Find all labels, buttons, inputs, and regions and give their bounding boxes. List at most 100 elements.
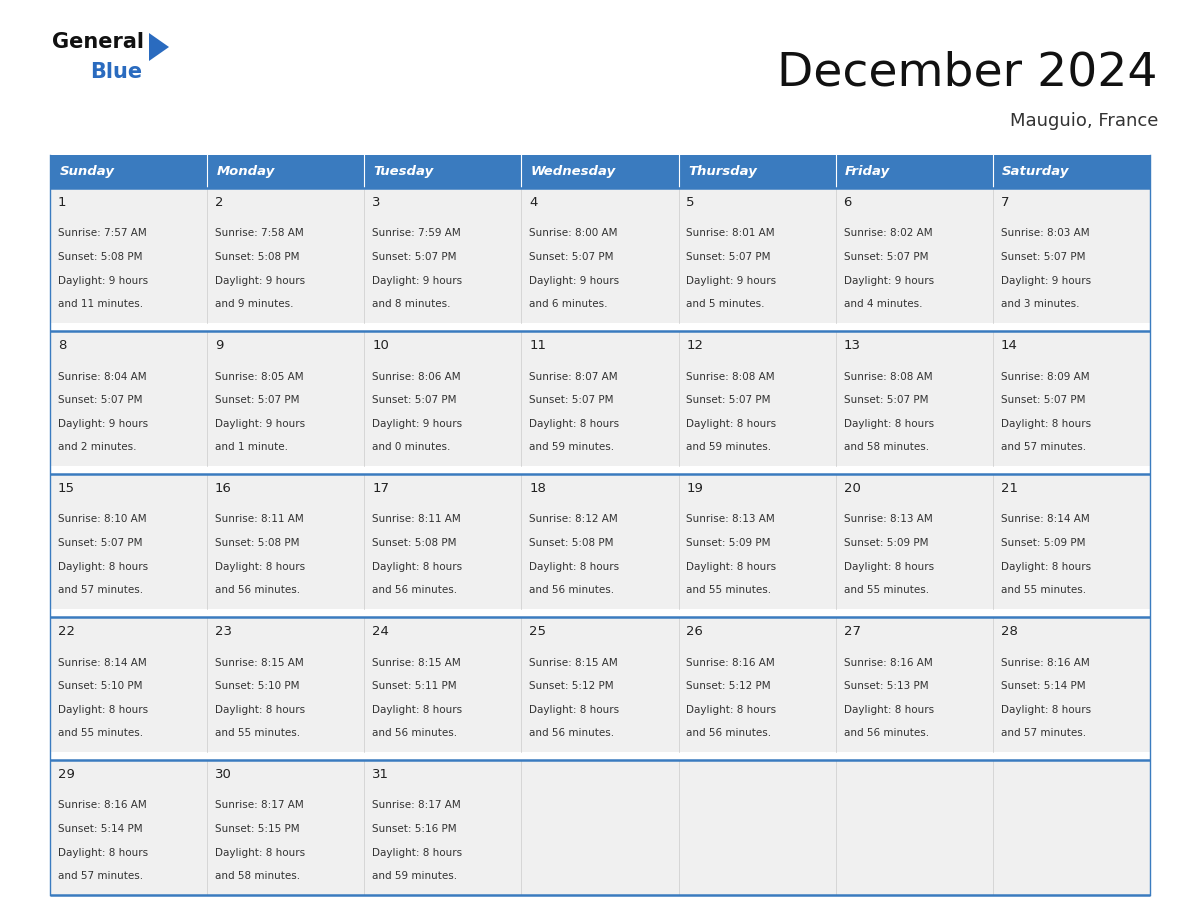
Bar [678,188,835,323]
Text: Daylight: 8 hours: Daylight: 8 hours [687,419,777,429]
Text: Sunset: 5:07 PM: Sunset: 5:07 PM [1000,252,1085,263]
Text: Sunrise: 8:08 AM: Sunrise: 8:08 AM [843,372,933,382]
Text: Daylight: 8 hours: Daylight: 8 hours [372,562,462,572]
Bar [835,760,993,895]
Text: Daylight: 8 hours: Daylight: 8 hours [843,419,934,429]
Text: Sunrise: 8:07 AM: Sunrise: 8:07 AM [530,372,618,382]
Text: Sunrise: 8:08 AM: Sunrise: 8:08 AM [687,372,775,382]
Bar [835,188,993,323]
Bar [365,474,522,609]
Bar [522,474,678,609]
Bar [678,331,835,466]
Text: Daylight: 8 hours: Daylight: 8 hours [843,705,934,715]
Text: Sunrise: 8:09 AM: Sunrise: 8:09 AM [1000,372,1089,382]
Text: 6: 6 [843,196,852,209]
Text: Sunset: 5:12 PM: Sunset: 5:12 PM [687,681,771,691]
Text: and 5 minutes.: and 5 minutes. [687,299,765,309]
Text: and 58 minutes.: and 58 minutes. [843,442,929,453]
Bar [678,155,835,188]
Text: Sunset: 5:07 PM: Sunset: 5:07 PM [215,395,299,405]
Text: Daylight: 8 hours: Daylight: 8 hours [58,705,148,715]
Text: and 55 minutes.: and 55 minutes. [687,586,771,596]
Text: Daylight: 8 hours: Daylight: 8 hours [530,419,619,429]
Text: and 56 minutes.: and 56 minutes. [530,728,614,738]
Text: Sunset: 5:07 PM: Sunset: 5:07 PM [530,252,614,263]
Text: Sunrise: 8:16 AM: Sunrise: 8:16 AM [843,657,933,667]
Text: 15: 15 [58,482,75,495]
Text: and 59 minutes.: and 59 minutes. [687,442,771,453]
Text: Saturday: Saturday [1003,165,1069,178]
Text: and 1 minute.: and 1 minute. [215,442,287,453]
Bar [207,155,365,188]
Bar [50,474,207,609]
Text: and 55 minutes.: and 55 minutes. [1000,586,1086,596]
Text: 4: 4 [530,196,538,209]
Text: Sunrise: 7:57 AM: Sunrise: 7:57 AM [58,229,146,239]
Text: Daylight: 8 hours: Daylight: 8 hours [530,562,619,572]
Text: Sunrise: 8:11 AM: Sunrise: 8:11 AM [372,514,461,524]
Text: and 55 minutes.: and 55 minutes. [215,728,301,738]
Text: Daylight: 8 hours: Daylight: 8 hours [215,847,305,857]
Text: Sunset: 5:09 PM: Sunset: 5:09 PM [1000,538,1085,548]
Bar [835,617,993,752]
Text: and 55 minutes.: and 55 minutes. [58,728,143,738]
Text: 16: 16 [215,482,232,495]
Text: 25: 25 [530,625,546,638]
Text: Sunset: 5:09 PM: Sunset: 5:09 PM [843,538,928,548]
Text: 7: 7 [1000,196,1010,209]
Text: 21: 21 [1000,482,1018,495]
Bar [522,617,678,752]
Text: 2: 2 [215,196,223,209]
Text: 19: 19 [687,482,703,495]
Text: and 57 minutes.: and 57 minutes. [1000,442,1086,453]
Bar [207,760,365,895]
Bar [50,760,207,895]
Bar [207,617,365,752]
Text: and 57 minutes.: and 57 minutes. [58,586,143,596]
Bar [365,331,522,466]
Bar [50,617,207,752]
Text: 27: 27 [843,625,860,638]
Text: Sunset: 5:08 PM: Sunset: 5:08 PM [58,252,143,263]
Text: Daylight: 8 hours: Daylight: 8 hours [215,705,305,715]
Text: Daylight: 9 hours: Daylight: 9 hours [372,419,462,429]
Text: Tuesday: Tuesday [374,165,434,178]
Text: Daylight: 9 hours: Daylight: 9 hours [58,419,148,429]
Text: Sunrise: 8:10 AM: Sunrise: 8:10 AM [58,514,146,524]
Text: Sunset: 5:10 PM: Sunset: 5:10 PM [215,681,299,691]
Text: Sunset: 5:15 PM: Sunset: 5:15 PM [215,824,299,834]
Bar [678,474,835,609]
Text: Sunset: 5:07 PM: Sunset: 5:07 PM [1000,395,1085,405]
Bar [835,155,993,188]
Bar [207,331,365,466]
Text: 12: 12 [687,339,703,353]
Text: and 0 minutes.: and 0 minutes. [372,442,450,453]
Text: Sunset: 5:09 PM: Sunset: 5:09 PM [687,538,771,548]
Text: Daylight: 8 hours: Daylight: 8 hours [372,705,462,715]
Text: 13: 13 [843,339,860,353]
Text: Sunset: 5:08 PM: Sunset: 5:08 PM [215,252,299,263]
Text: 9: 9 [215,339,223,353]
Text: Friday: Friday [845,165,890,178]
Text: Wednesday: Wednesday [531,165,617,178]
Text: Sunrise: 8:16 AM: Sunrise: 8:16 AM [58,800,146,811]
Bar [993,331,1150,466]
Text: and 56 minutes.: and 56 minutes. [530,586,614,596]
Text: Daylight: 8 hours: Daylight: 8 hours [1000,705,1091,715]
Bar [50,155,207,188]
Text: Sunset: 5:07 PM: Sunset: 5:07 PM [687,252,771,263]
Text: and 57 minutes.: and 57 minutes. [1000,728,1086,738]
Text: Sunset: 5:07 PM: Sunset: 5:07 PM [372,252,456,263]
Text: Sunrise: 7:58 AM: Sunrise: 7:58 AM [215,229,304,239]
Text: Sunrise: 8:04 AM: Sunrise: 8:04 AM [58,372,146,382]
Text: and 9 minutes.: and 9 minutes. [215,299,293,309]
Text: and 57 minutes.: and 57 minutes. [58,871,143,881]
Text: Sunset: 5:14 PM: Sunset: 5:14 PM [1000,681,1086,691]
Text: Sunrise: 8:14 AM: Sunrise: 8:14 AM [58,657,146,667]
Bar [835,474,993,609]
Text: Sunrise: 8:16 AM: Sunrise: 8:16 AM [687,657,776,667]
Text: Sunrise: 8:05 AM: Sunrise: 8:05 AM [215,372,304,382]
Text: Sunset: 5:08 PM: Sunset: 5:08 PM [215,538,299,548]
Text: 24: 24 [372,625,388,638]
Text: December 2024: December 2024 [777,50,1158,95]
